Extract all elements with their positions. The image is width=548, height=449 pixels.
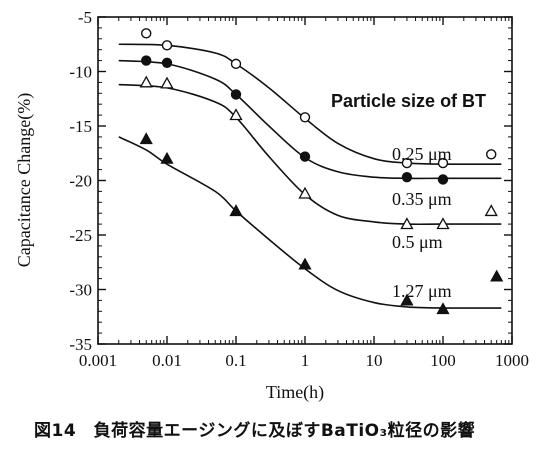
data-point-series-3 — [298, 257, 312, 270]
data-point-series-1 — [230, 89, 242, 100]
x-tick-label: 0.01 — [152, 351, 182, 370]
y-tick-label: -20 — [69, 172, 92, 191]
x-tick-label: 0.001 — [79, 351, 117, 370]
data-point-series-3 — [139, 132, 153, 145]
data-point-series-1 — [299, 151, 311, 162]
y-tick-label: -25 — [69, 226, 92, 245]
figure-caption: 図14 負荷容量エージングに及ぼすBaTiO₃粒径の影響 — [34, 420, 476, 441]
data-point-series-0 — [299, 112, 311, 123]
data-point-series-1 — [141, 55, 152, 66]
x-tick-label: 1 — [301, 351, 310, 370]
data-point-series-1 — [401, 172, 413, 183]
x-axis-title: Time(h) — [266, 382, 324, 403]
legend-title: Particle size of BT — [331, 91, 486, 111]
data-point-series-0 — [437, 157, 449, 169]
data-point-series-1 — [437, 174, 449, 185]
data-point-series-2 — [298, 186, 312, 199]
y-axis-title: Capacitance Change(%) — [14, 93, 35, 267]
data-point-series-2 — [139, 75, 153, 88]
legend-label-series-2: 0.5 μm — [392, 232, 443, 252]
x-tick-label: 0.1 — [225, 351, 246, 370]
y-tick-label: -35 — [69, 335, 92, 354]
data-point-series-3 — [436, 302, 450, 315]
data-point-series-2 — [436, 217, 450, 230]
data-point-series-0 — [161, 40, 173, 51]
legend-label-series-1: 0.35 μm — [392, 189, 452, 209]
x-tick-label: 10 — [366, 351, 383, 370]
legend-label-series-3: 1.27 μm — [392, 281, 452, 301]
data-point-series-2 — [400, 217, 414, 230]
data-point-series-3 — [490, 269, 504, 282]
data-point-series-0 — [230, 58, 242, 70]
data-point-series-3 — [229, 204, 243, 217]
data-point-series-2 — [160, 76, 174, 89]
data-point-series-2 — [229, 108, 243, 121]
data-point-series-0 — [401, 157, 413, 169]
data-point-series-0 — [141, 28, 152, 39]
legend-label-series-0: 0.25 μm — [392, 144, 452, 164]
y-tick-label: -15 — [69, 117, 92, 136]
data-point-series-3 — [400, 293, 414, 306]
y-tick-label: -5 — [78, 8, 92, 27]
x-tick-label: 100 — [430, 351, 456, 370]
x-tick-label: 1000 — [495, 351, 529, 370]
y-tick-label: -30 — [69, 281, 92, 300]
data-point-series-0 — [486, 149, 497, 160]
data-point-series-1 — [161, 57, 173, 68]
y-tick-label: -10 — [69, 63, 92, 82]
data-point-series-2 — [484, 204, 498, 217]
data-point-series-3 — [160, 151, 174, 164]
